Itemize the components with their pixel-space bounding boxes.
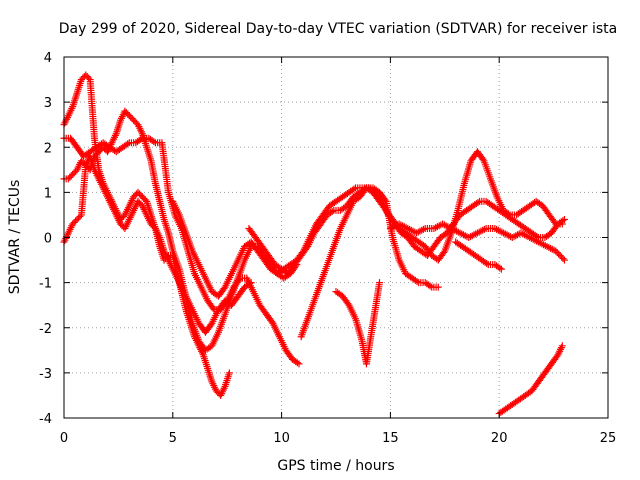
series-prn-k [495,342,566,417]
data-point [559,255,567,263]
x-tick-label: 10 [273,431,290,446]
y-tick-label: -4 [39,412,52,427]
x-tick-label: 5 [169,431,177,446]
data-point [381,196,389,204]
data-point [150,138,158,146]
data-point [209,304,217,312]
y-tick-label: 0 [44,232,52,247]
y-tick-label: -3 [39,367,52,382]
data-points [60,71,568,417]
y-tick-label: -2 [39,322,52,337]
x-tick-label: 20 [491,431,508,446]
series-prn-d [60,152,255,336]
y-tick-label: 1 [44,186,52,201]
data-point [328,208,336,216]
data-point [247,279,255,287]
series-prn-j [452,238,505,273]
data-point [246,280,254,288]
y-tick-label: 2 [44,141,52,156]
data-point [225,369,233,377]
series-prn-h [332,279,384,368]
data-point [560,256,568,264]
series-prn-i [386,220,568,264]
data-point [479,155,487,163]
data-point [361,185,369,193]
chart-title: Day 299 of 2020, Sidereal Day-to-day VTE… [59,21,617,37]
data-point [426,282,434,290]
x-tick-label: 25 [600,431,617,446]
data-point [350,185,358,193]
x-axis-label: GPS time / hours [277,458,394,474]
data-point [558,342,566,350]
data-point [474,199,482,207]
data-point [497,265,505,273]
axes: 0 5 10 15 20 25 -4 -3 -2 -1 0 1 2 3 4 [39,51,616,446]
y-tick-label: 3 [44,96,52,111]
data-point [413,277,421,285]
data-point [440,249,448,257]
data-point [560,215,568,223]
data-point [483,259,491,267]
data-point [76,212,84,220]
x-tick-label: 15 [382,431,399,446]
y-tick-label: 4 [44,51,52,66]
data-point [85,74,93,82]
data-point [293,359,301,367]
data-point [551,218,559,226]
data-point [434,283,442,291]
data-point [496,264,504,272]
data-point [376,279,384,287]
data-point [295,360,303,368]
data-point [504,210,512,218]
y-tick-label: -1 [39,277,52,292]
series-prn-f [245,148,566,278]
data-point [124,140,132,148]
y-axis-label: SDTVAR / TECUs [7,180,23,295]
data-point [558,220,566,228]
series-prn-g [297,184,442,341]
x-tick-label: 0 [60,431,68,446]
